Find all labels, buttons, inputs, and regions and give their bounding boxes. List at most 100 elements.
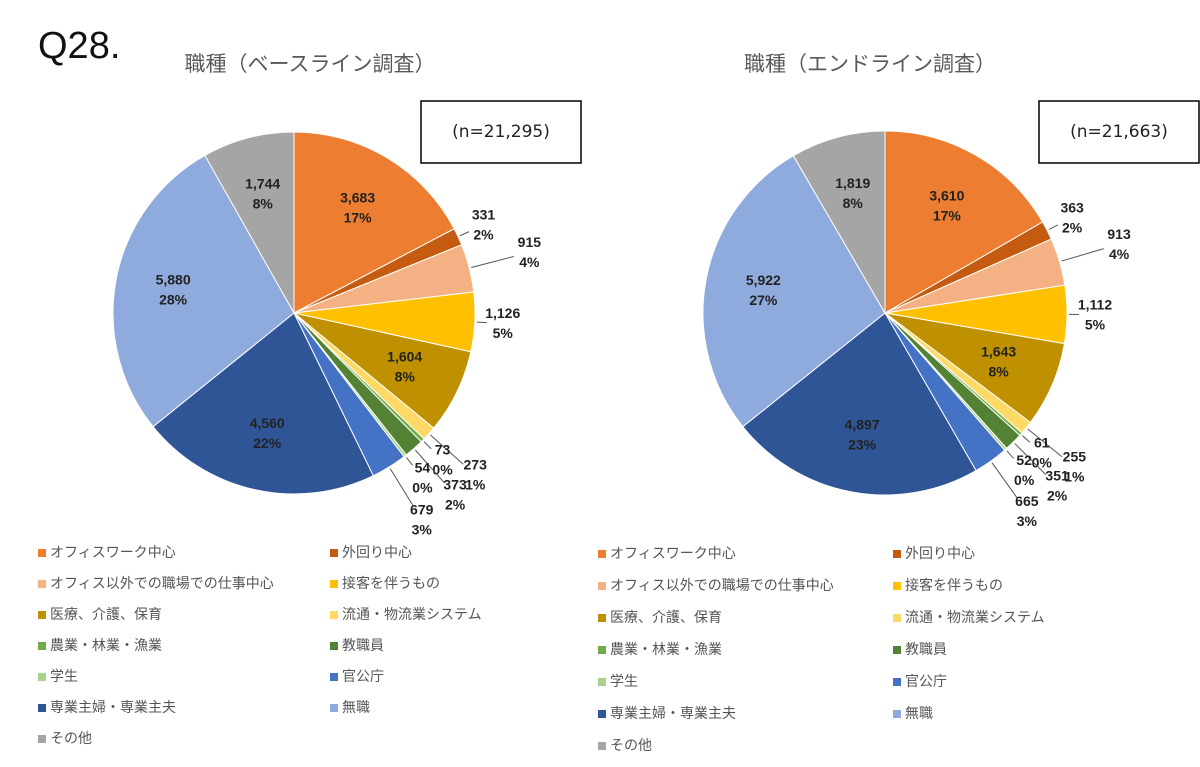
n-box (420, 100, 582, 164)
legend-label: 外回り中心 (905, 546, 975, 562)
value-label: 363 (1060, 199, 1084, 215)
percent-label: 8% (843, 195, 864, 211)
percent-label: 0% (1032, 454, 1053, 470)
leader-line (1048, 224, 1059, 230)
legend-label: 専業主婦・専業主夫 (50, 699, 176, 716)
legend-swatch (893, 614, 901, 622)
value-label: 255 (1063, 449, 1087, 465)
percent-label: 0% (1014, 472, 1035, 488)
n-label: (n=21,295) (452, 122, 550, 142)
legend-label: 農業・林業・漁業 (50, 638, 162, 654)
percent-label: 8% (253, 196, 274, 212)
legend-label: 流通・物流業システム (905, 610, 1045, 626)
value-label: 61 (1034, 434, 1050, 450)
legend-swatch (893, 678, 901, 686)
legend-swatch (38, 735, 46, 743)
pie-slice (884, 130, 1044, 314)
percent-label: 3% (1017, 513, 1038, 529)
legend-swatch (330, 642, 338, 650)
leader-line (414, 449, 445, 484)
percent-label: 1% (1064, 469, 1085, 485)
legend-swatch (598, 710, 606, 718)
percent-label: 2% (473, 227, 494, 243)
legend-swatch (330, 580, 338, 588)
legend-label: その他 (50, 731, 92, 747)
pie-slice (792, 130, 886, 315)
value-label: 73 (435, 442, 451, 458)
leader-line (1014, 443, 1047, 475)
percent-label: 4% (1109, 246, 1130, 262)
value-label: 915 (518, 234, 542, 250)
legend-label: オフィスワーク中心 (610, 546, 736, 562)
n-label: (n=21,663) (1070, 122, 1168, 142)
legend-label: 学生 (50, 669, 78, 685)
value-label: 913 (1107, 226, 1131, 242)
pie-slice (702, 155, 886, 428)
legend-swatch (330, 704, 338, 712)
legend-swatch (893, 646, 901, 654)
chart-title: 職種（エンドライン調査） (744, 52, 996, 76)
legend-swatch (893, 710, 901, 718)
leader-line (1027, 428, 1063, 458)
percent-label: 1% (465, 477, 486, 493)
legend-label: 接客を伴うもの (905, 577, 1003, 594)
percent-label: 17% (344, 209, 373, 225)
percent-label: 8% (989, 364, 1010, 380)
pie-slice (742, 312, 977, 496)
percent-label: 2% (1047, 488, 1068, 504)
heading: Q28. (38, 25, 120, 67)
legend-swatch (330, 611, 338, 619)
percent-label: 0% (432, 462, 453, 478)
leader-line (1061, 248, 1104, 262)
percent-label: 5% (493, 325, 514, 341)
legend-label: オフィス以外での職場での仕事中心 (50, 576, 274, 592)
legend-label: 教職員 (905, 642, 947, 658)
percent-label: 22% (253, 435, 282, 451)
legend-swatch (598, 742, 606, 750)
value-label: 4,560 (250, 415, 285, 431)
value-label: 679 (410, 501, 434, 517)
legend-label: オフィス以外での職場での仕事中心 (610, 578, 834, 594)
n-box (1038, 100, 1200, 164)
pie-slice (204, 131, 295, 315)
pie-slice (112, 154, 295, 428)
legend-swatch (893, 582, 901, 590)
legend-swatch (598, 614, 606, 622)
legend-label: オフィスワーク中心 (50, 545, 176, 561)
legend-swatch (598, 550, 606, 558)
legend-swatch (38, 580, 46, 588)
value-label: 373 (443, 477, 467, 493)
chart-title: 職種（ベースライン調査） (185, 52, 436, 76)
legend-label: 外回り中心 (342, 545, 412, 561)
legend-label: 学生 (610, 674, 638, 690)
leader-line (406, 457, 413, 466)
value-label: 331 (472, 207, 496, 223)
legend-label: 専業主婦・専業主夫 (610, 705, 736, 722)
value-label: 52 (1016, 452, 1032, 468)
leader-line (1006, 450, 1014, 459)
legend-label: 官公庁 (342, 669, 384, 685)
percent-label: 4% (519, 254, 540, 270)
value-label: 1,643 (981, 344, 1016, 360)
percent-label: 3% (412, 521, 433, 537)
value-label: 1,744 (245, 176, 280, 192)
legend-label: 接客を伴うもの (342, 575, 440, 592)
legend-label: 無職 (905, 706, 933, 722)
leader-line (389, 468, 414, 507)
legend-label: 教職員 (342, 638, 384, 654)
value-label: 3,610 (929, 188, 964, 204)
value-label: 54 (415, 460, 431, 476)
leader-line (991, 462, 1018, 499)
percent-label: 28% (159, 292, 188, 308)
legend-swatch (330, 549, 338, 557)
value-label: 665 (1015, 493, 1039, 509)
legend-label: 官公庁 (905, 674, 947, 690)
pie-slice (152, 312, 374, 495)
value-label: 351 (1045, 468, 1069, 484)
value-label: 4,897 (845, 416, 880, 432)
percent-label: 23% (848, 436, 877, 452)
legend-label: 流通・物流業システム (342, 607, 482, 623)
leader-line (430, 434, 464, 465)
legend-label: その他 (610, 738, 652, 754)
